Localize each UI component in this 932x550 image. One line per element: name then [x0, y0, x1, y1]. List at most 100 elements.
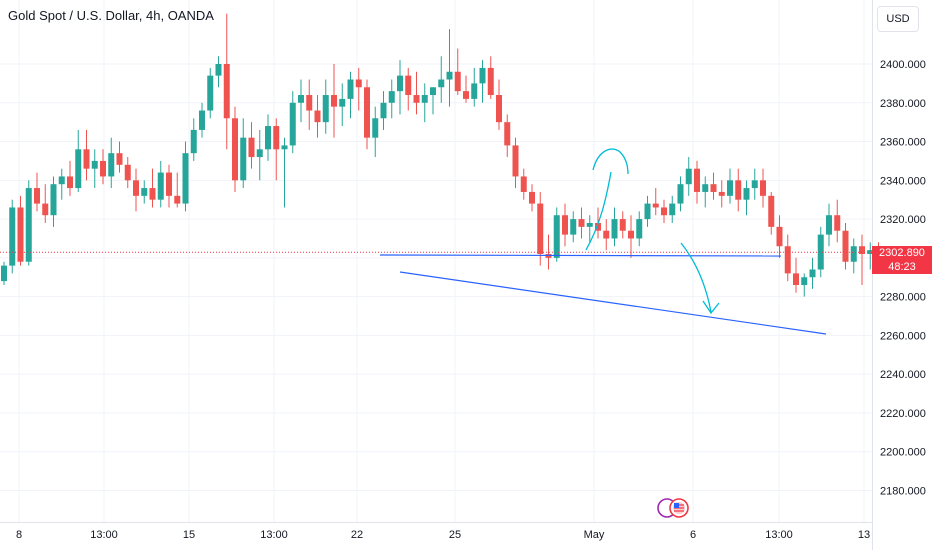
- candle-body: [842, 230, 849, 262]
- candle-body: [9, 207, 16, 266]
- candle-body: [116, 153, 123, 165]
- x-tick-label: 13: [858, 529, 870, 541]
- x-tick-label: 22: [351, 529, 363, 541]
- candle-body: [669, 203, 676, 216]
- support-horizontal-line: [379, 254, 782, 257]
- candle-body: [207, 75, 214, 111]
- candle-body: [405, 75, 412, 96]
- chart-title: Gold Spot / U.S. Dollar, 4h, OANDA: [8, 8, 214, 23]
- candle-body: [595, 222, 601, 231]
- candle-body: [248, 137, 255, 158]
- candle-body: [487, 67, 494, 96]
- candle-body: [83, 149, 90, 169]
- candle-body: [454, 71, 461, 92]
- candle-body: [471, 83, 478, 99]
- x-tick-label: 6: [690, 529, 696, 541]
- y-tick-label: 2280.000: [880, 292, 926, 304]
- x-tick-label: 13:00: [90, 529, 118, 541]
- candle-body: [223, 64, 230, 119]
- last-price-tag: 2302.890 48:23: [872, 246, 932, 274]
- arrowhead-icon: [702, 300, 720, 315]
- candle-body: [91, 160, 98, 169]
- candle-body: [652, 203, 659, 208]
- candle-body: [718, 191, 725, 196]
- candle-body: [215, 64, 222, 76]
- candle-body: [727, 180, 733, 196]
- y-tick-label: 2320.000: [880, 214, 926, 226]
- candle-body: [388, 91, 395, 103]
- candle-body: [702, 184, 709, 192]
- candle-body: [677, 184, 684, 204]
- candle-body: [628, 230, 634, 239]
- candle-body: [182, 153, 189, 204]
- candle-body: [25, 188, 32, 262]
- candle-body: [446, 71, 453, 80]
- y-tick-label: 2200.000: [880, 447, 926, 459]
- candle-body: [380, 102, 387, 119]
- candle-body: [190, 129, 197, 154]
- candle-body: [743, 188, 750, 200]
- projection-up-stroke: [585, 171, 612, 251]
- candle-body: [735, 180, 742, 200]
- candle-body: [562, 215, 568, 235]
- candle-body: [694, 168, 700, 192]
- candle-body: [834, 215, 841, 231]
- candle-body: [537, 203, 544, 254]
- candle-body: [314, 110, 321, 123]
- candle-body: [760, 180, 766, 196]
- candle-body: [413, 95, 420, 103]
- bar-countdown: 48:23: [888, 261, 916, 273]
- candle-body: [801, 277, 808, 286]
- candle-body: [273, 126, 280, 150]
- projection-arc-stroke: [592, 148, 629, 175]
- economic-event-flag-icon[interactable]: [655, 497, 691, 519]
- candle-body: [397, 75, 403, 92]
- candle-body: [784, 246, 791, 274]
- currency-button[interactable]: USD: [877, 6, 919, 32]
- x-tick-label: 25: [449, 529, 461, 541]
- candle-body: [265, 126, 271, 150]
- candle-body: [570, 219, 577, 235]
- candle-body: [826, 215, 832, 235]
- candle-body: [232, 118, 238, 181]
- candle-body: [611, 219, 618, 239]
- candle-body: [322, 95, 329, 123]
- candle-body: [174, 195, 181, 204]
- candle-body: [289, 102, 296, 146]
- candle-body: [817, 234, 824, 270]
- candle-body: [339, 98, 346, 107]
- axis-corner: [873, 523, 932, 550]
- candle-body: [793, 273, 799, 286]
- x-tick-label: 8: [16, 529, 22, 541]
- candle-body: [355, 79, 362, 88]
- candle-body: [372, 118, 379, 138]
- candle-body: [463, 91, 469, 99]
- candle-body: [17, 207, 24, 262]
- candle-body: [520, 176, 527, 192]
- candle-body: [133, 180, 139, 196]
- candle-body: [479, 67, 486, 84]
- candle-body: [256, 149, 263, 158]
- candle-body: [149, 188, 156, 200]
- y-tick-label: 2240.000: [880, 369, 926, 381]
- y-tick-label: 2220.000: [880, 408, 926, 420]
- candle-body: [34, 188, 40, 204]
- candle-body: [636, 219, 643, 239]
- candle-body: [512, 145, 519, 177]
- x-tick-label: 15: [183, 529, 195, 541]
- candle-body: [603, 230, 610, 239]
- candle-body: [619, 219, 626, 231]
- candle-body: [850, 246, 857, 262]
- candle-body: [240, 137, 247, 181]
- candle-body: [644, 203, 651, 220]
- candle-body: [430, 87, 436, 96]
- candle-body: [504, 122, 511, 146]
- candle-body: [685, 168, 692, 185]
- y-tick-label: 2360.000: [880, 137, 926, 149]
- candle-body: [859, 246, 865, 254]
- candle-body: [50, 184, 57, 216]
- candle-body: [157, 172, 164, 200]
- candle-body: [199, 110, 205, 130]
- candle-body: [67, 176, 73, 189]
